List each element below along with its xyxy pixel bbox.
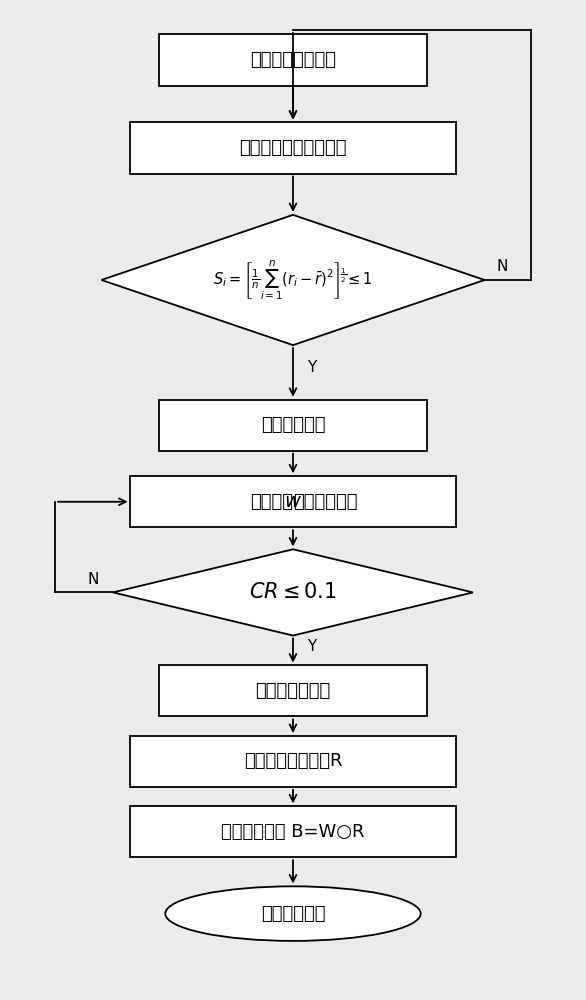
FancyBboxPatch shape [131,736,455,787]
Text: N: N [496,259,507,274]
Text: $S_i = \left[\frac{1}{n}\sum_{i=1}^{n}(r_i - \bar{r})^2\right]^{\!\frac{1}{2}}\!: $S_i = \left[\frac{1}{n}\sum_{i=1}^{n}(r… [213,258,373,302]
Text: $w$: $w$ [284,492,302,511]
FancyBboxPatch shape [131,122,455,174]
Text: 专家进行元素标度评判: 专家进行元素标度评判 [239,139,347,157]
Text: 并判断一致性: 并判断一致性 [293,493,357,511]
Text: 建立模糊评价矩阵R: 建立模糊评价矩阵R [244,752,342,770]
Text: N: N [87,572,98,587]
Text: 建立目标层次结构: 建立目标层次结构 [250,51,336,69]
Text: Y: Y [308,360,317,375]
Text: 确定隶属度函数: 确定隶属度函数 [255,682,331,700]
FancyBboxPatch shape [159,34,427,86]
Text: 计算权重: 计算权重 [250,493,293,511]
Text: 得出评价结果: 得出评价结果 [261,905,325,923]
FancyBboxPatch shape [131,806,455,857]
FancyBboxPatch shape [131,476,455,527]
Text: $CR\leq0.1$: $CR\leq0.1$ [249,582,337,602]
Text: 构造判断矩阵: 构造判断矩阵 [261,416,325,434]
Text: Y: Y [308,639,317,654]
Text: 模糊综合评价 B=W○R: 模糊综合评价 B=W○R [222,823,364,841]
FancyBboxPatch shape [159,665,427,716]
Polygon shape [113,549,473,636]
FancyBboxPatch shape [159,400,427,451]
Ellipse shape [165,886,421,941]
Polygon shape [101,215,485,345]
